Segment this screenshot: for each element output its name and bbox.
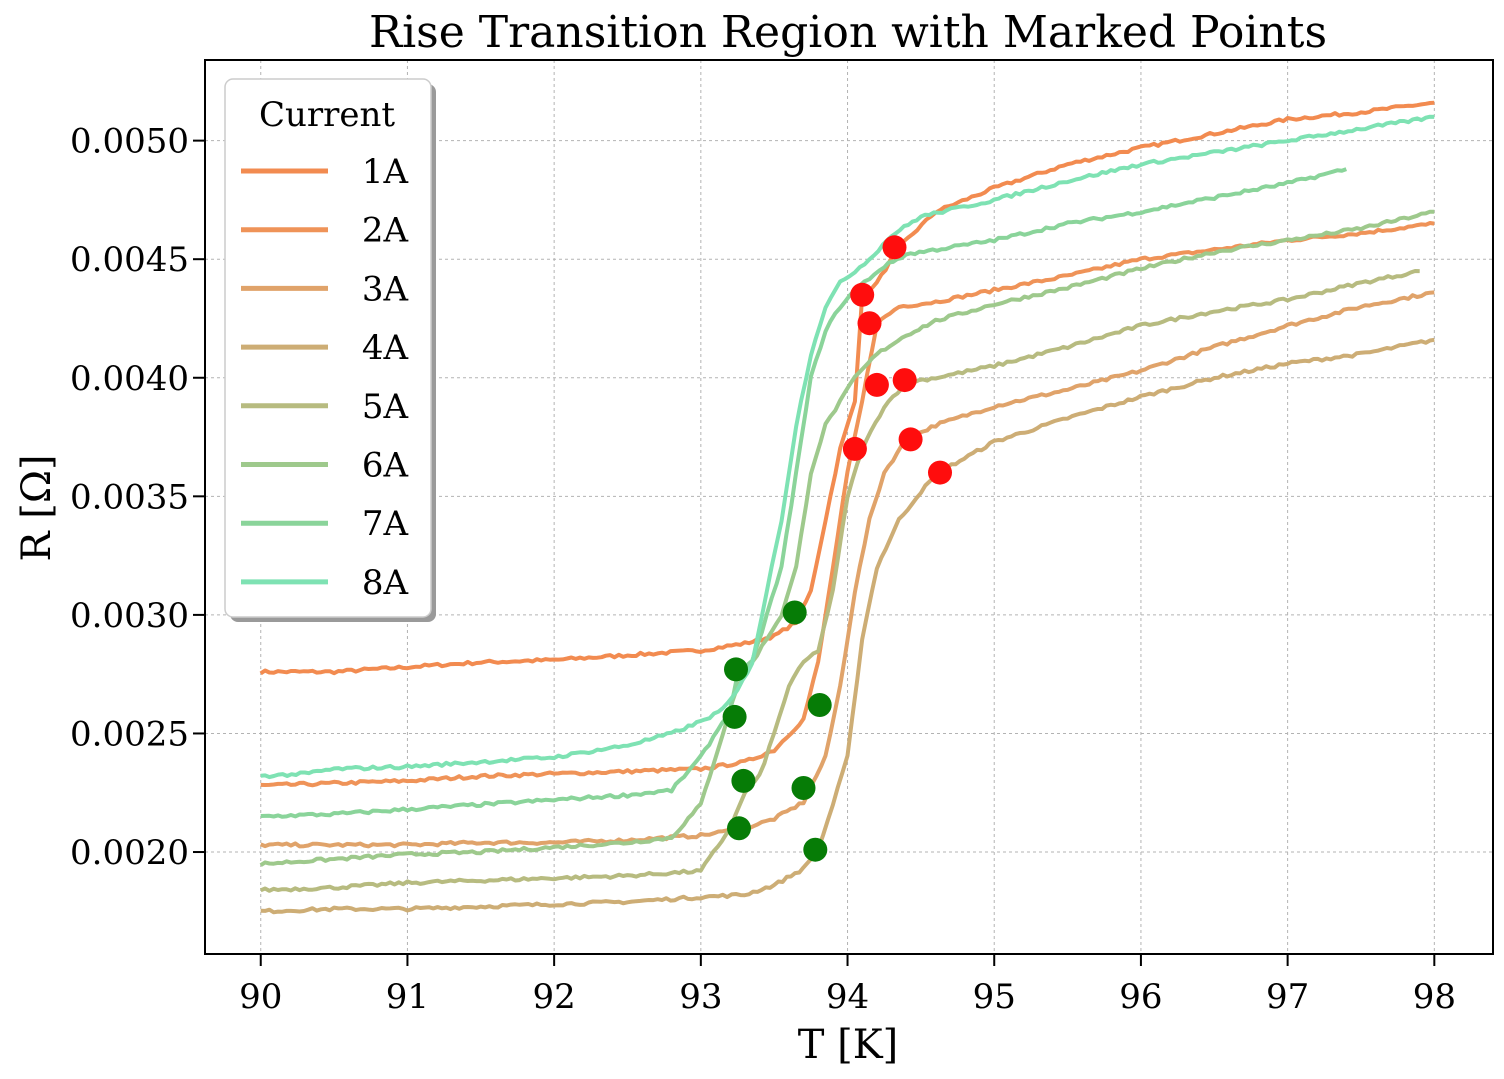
- series-line-6A: [259, 209, 1435, 867]
- red-marked-point: [898, 427, 923, 452]
- legend-label-8A: 8A: [362, 563, 409, 603]
- x-tick-label: 95: [973, 977, 1016, 1017]
- red-marked-point: [928, 460, 952, 485]
- y-tick-label: 0.0020: [70, 833, 189, 873]
- y-tick-label: 0.0030: [70, 596, 189, 636]
- series-line-3A: [259, 290, 1435, 849]
- y-tick-label: 0.0045: [70, 240, 189, 280]
- red-marked-point: [857, 311, 882, 336]
- y-tick-label: 0.0040: [70, 359, 189, 399]
- green-marked-point: [724, 657, 748, 682]
- legend-label-6A: 6A: [362, 446, 409, 486]
- green-marked-point: [791, 776, 816, 800]
- x-tick-label: 92: [533, 977, 576, 1017]
- y-tick-label: 0.0025: [70, 714, 189, 754]
- green-marked-point: [782, 600, 807, 625]
- green-marked-point: [807, 693, 832, 717]
- y-tick-label: 0.0035: [70, 477, 189, 517]
- x-axis-label: T [K]: [798, 1022, 899, 1068]
- legend-label-4A: 4A: [362, 328, 409, 368]
- y-tick-label: 0.0050: [70, 122, 189, 162]
- series-line-7A: [260, 167, 1348, 819]
- legend-items: 1A 2A 3A 4A 5A 6A 7A 8A: [241, 152, 409, 603]
- legend-label-7A: 7A: [362, 504, 409, 544]
- red-marked-point: [842, 436, 867, 461]
- markers-layer: [722, 235, 952, 862]
- series-layer: [259, 100, 1435, 915]
- legend-label-2A: 2A: [362, 211, 409, 251]
- green-marked-point: [731, 768, 756, 793]
- legend-label-5A: 5A: [362, 387, 409, 427]
- series-line-1A: [259, 100, 1435, 676]
- x-tick-label: 90: [239, 977, 282, 1017]
- y-axis-label: R [Ω]: [14, 454, 60, 561]
- y-axis: 0.0020 0.0025 0.0030 0.0035 0.0040 0.0045 0.00…: [70, 122, 205, 873]
- red-marked-point: [892, 368, 917, 393]
- legend: Current 1A 2A 3A 4A 5A 6A 7A 8A: [224, 78, 436, 622]
- x-tick-label: 98: [1413, 977, 1456, 1017]
- green-marked-point: [803, 837, 828, 862]
- x-tick-label: 96: [1119, 977, 1162, 1017]
- red-marked-point: [850, 282, 875, 307]
- x-tick-label: 91: [386, 977, 429, 1017]
- series-line-8A: [260, 114, 1435, 780]
- green-marked-point: [727, 816, 751, 841]
- chart-title: Rise Transition Region with Marked Point…: [369, 7, 1327, 58]
- legend-label-3A: 3A: [362, 269, 409, 309]
- series-line-4A: [260, 337, 1435, 915]
- red-marked-point: [864, 372, 889, 397]
- x-tick-label: 93: [679, 977, 722, 1017]
- green-marked-point: [722, 704, 747, 729]
- x-tick-label: 97: [1266, 977, 1309, 1017]
- series-line-5A: [259, 269, 1420, 893]
- plot-frame: [204, 59, 1494, 955]
- red-marked-point: [882, 235, 907, 260]
- legend-title: Current: [259, 95, 395, 135]
- x-axis: 90 91 92 93 94 95 96 97 98: [239, 954, 1456, 1017]
- x-tick-label: 94: [826, 977, 869, 1017]
- legend-label-1A: 1A: [362, 152, 409, 192]
